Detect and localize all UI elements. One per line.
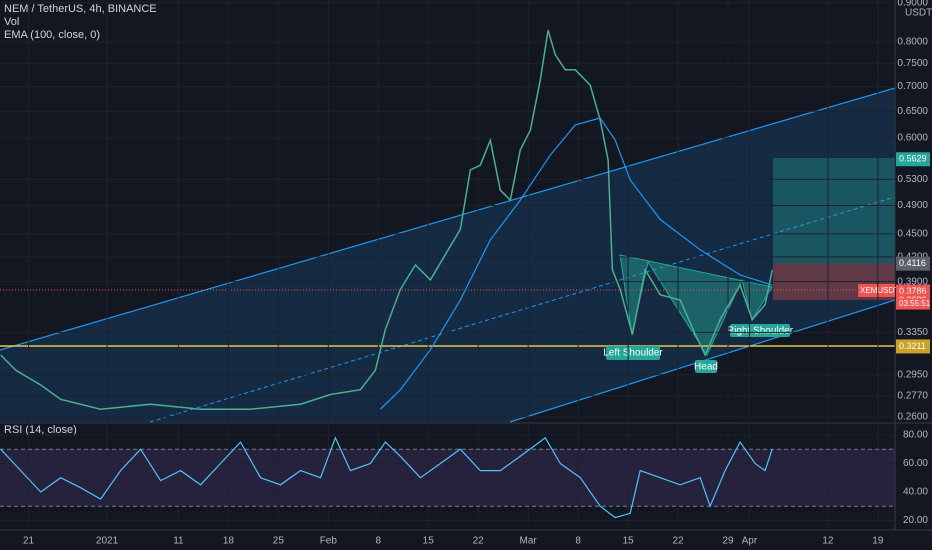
x-tick-label: 12 xyxy=(822,536,834,547)
y-tick-label: 0.7000 xyxy=(897,81,928,92)
rsi-band xyxy=(0,449,895,506)
ema-label: EMA (100, close, 0) xyxy=(4,29,100,41)
x-tick-label: Mar xyxy=(520,536,538,547)
x-tick-label: 8 xyxy=(575,536,581,547)
channel-mid xyxy=(149,196,896,423)
annotation-box xyxy=(730,324,790,337)
annotation-box xyxy=(695,360,717,373)
x-tick-label: 19 xyxy=(872,536,884,547)
x-tick-label: Feb xyxy=(320,536,338,547)
y-tick-label: 0.8000 xyxy=(897,37,928,48)
y-tick-label: 0.4500 xyxy=(897,229,928,240)
x-tick-label: 22 xyxy=(672,536,684,547)
symbol-label: XEMUSDT xyxy=(860,286,899,295)
profit-zone xyxy=(773,158,895,263)
price-label-box xyxy=(896,152,930,167)
y-tick-label: 40.00 xyxy=(903,487,928,498)
x-tick-label: 15 xyxy=(423,536,435,547)
y-tick-label: 80.00 xyxy=(903,430,928,441)
x-tick-label: 11 xyxy=(173,536,184,547)
x-tick-label: 21 xyxy=(23,536,35,547)
annotation-box xyxy=(606,346,660,360)
rsi-label: RSI (14, close) xyxy=(4,424,77,436)
x-tick-label: 25 xyxy=(273,536,285,547)
price-label: 0.5629 xyxy=(899,154,927,164)
price-line xyxy=(0,29,773,410)
y-tick-label: 0.2950 xyxy=(897,369,928,380)
y-tick-label: 0.3900 xyxy=(897,276,928,287)
annotation: Head xyxy=(694,362,718,373)
y-tick-label: 60.00 xyxy=(903,458,928,469)
channel-top xyxy=(0,87,896,351)
ema-line xyxy=(379,117,773,410)
y-tick-label: 0.3350 xyxy=(897,327,928,338)
annotation: Left Shoulder xyxy=(603,348,663,359)
y-tick-label: 0.2600 xyxy=(897,411,928,422)
x-tick-label: 8 xyxy=(375,536,381,547)
y-tick-label: 0.9000 xyxy=(897,0,928,8)
annotation: Right Shoulder xyxy=(727,326,794,337)
y-tick-label: 0.5300 xyxy=(897,174,928,185)
x-tick-label: 29 xyxy=(722,536,734,547)
price-label: 0.3786 xyxy=(899,286,927,296)
rsi-line xyxy=(0,436,773,519)
countdown: 03:55:51 xyxy=(899,299,931,308)
x-tick-label: Apr xyxy=(742,536,758,547)
countdown-box xyxy=(896,298,930,310)
y-tick-label: 0.7500 xyxy=(897,58,928,69)
currency: USDT xyxy=(905,8,932,19)
price-label-box xyxy=(896,256,930,271)
channel-fill xyxy=(0,88,895,422)
y-tick-label: 0.2770 xyxy=(897,390,928,401)
price-label-box xyxy=(896,339,930,354)
price-label: 0.4116 xyxy=(899,258,926,268)
x-tick-label: 18 xyxy=(223,536,235,547)
y-tick-label: 20.00 xyxy=(903,515,928,526)
y-tick-label: 0.6500 xyxy=(897,106,928,117)
volume-label: Vol xyxy=(4,16,19,28)
chart-title: NEM / TetherUS, 4h, BINANCE xyxy=(4,3,157,15)
x-tick-label: 15 xyxy=(623,536,635,547)
symbol-box xyxy=(858,284,895,297)
y-tick-label: 0.6000 xyxy=(897,133,928,144)
x-tick-label: 22 xyxy=(473,536,485,547)
y-tick-label: 0.4900 xyxy=(897,200,928,211)
x-tick-label: 2021 xyxy=(96,536,119,547)
price-label: 0.3211 xyxy=(899,341,926,351)
